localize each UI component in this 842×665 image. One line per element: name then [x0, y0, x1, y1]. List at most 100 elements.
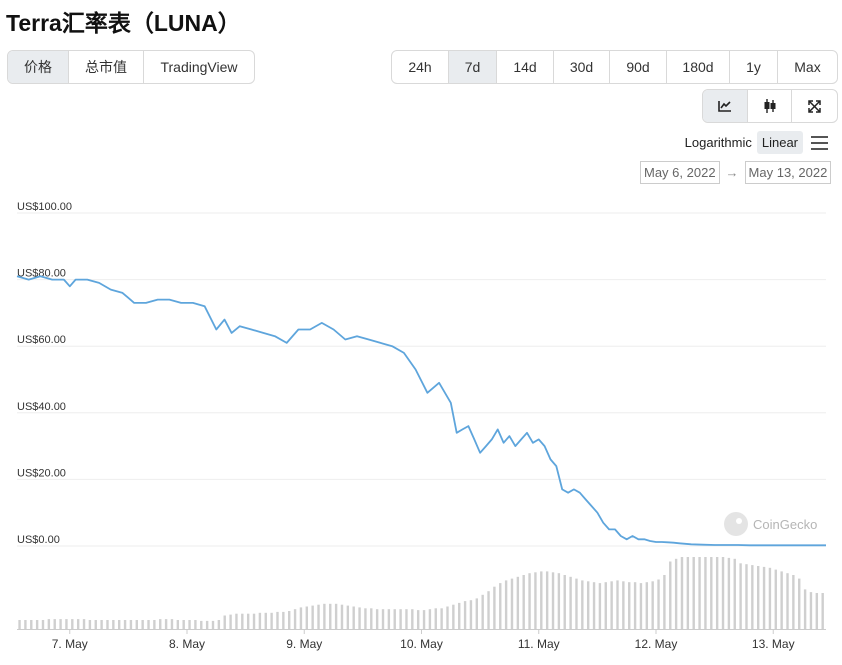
- volume-bar: [200, 620, 203, 629]
- y-tick-label: US$80.00: [17, 268, 66, 280]
- volume-bar: [592, 582, 596, 629]
- range-7d-button[interactable]: 7d: [449, 51, 497, 83]
- logarithmic-scale-option[interactable]: Logarithmic: [684, 135, 752, 150]
- scale-switcher: Logarithmic Linear: [680, 131, 828, 154]
- volume-bar: [141, 620, 144, 629]
- volume-bar: [739, 563, 742, 629]
- volume-bar: [358, 607, 361, 629]
- volume-bar: [733, 558, 736, 629]
- coingecko-logo-icon: [724, 512, 748, 536]
- volume-bar: [264, 612, 267, 629]
- volume-bar: [129, 620, 133, 629]
- volume-bar: [252, 613, 256, 629]
- volume-bar: [639, 583, 643, 629]
- volume-bar: [334, 603, 338, 629]
- volume-bar: [657, 579, 660, 629]
- range-14d-button[interactable]: 14d: [497, 51, 554, 83]
- volume-bar: [217, 620, 221, 629]
- line-chart-icon: [718, 101, 731, 112]
- volume-bar: [598, 583, 602, 629]
- volume-bar: [346, 605, 350, 629]
- x-tick-label: 12. May: [635, 637, 678, 651]
- range-180d-button[interactable]: 180d: [667, 51, 730, 83]
- x-tick-label: 13. May: [752, 637, 795, 651]
- y-tick-label: US$60.00: [17, 334, 66, 346]
- volume-bar: [170, 619, 174, 629]
- volume-bar: [469, 600, 473, 629]
- volume-bar: [41, 620, 45, 629]
- x-tick-label: 8. May: [169, 637, 205, 651]
- volume-bar: [686, 557, 690, 629]
- volume-bar: [405, 609, 408, 629]
- volume-bar: [715, 557, 719, 629]
- tab-tradingview[interactable]: TradingView: [160, 59, 238, 75]
- x-tick-label: 9. May: [286, 637, 322, 651]
- candlestick-button[interactable]: [748, 90, 792, 122]
- volume-bar: [651, 581, 654, 629]
- volume-bar: [123, 620, 127, 629]
- x-tick-label: 7. May: [52, 637, 88, 651]
- volume-bar: [159, 619, 162, 629]
- expand-button[interactable]: [792, 90, 837, 122]
- volume-bar: [727, 557, 731, 629]
- volume-bar: [30, 620, 33, 629]
- volume-bar: [586, 581, 590, 629]
- range-90d-button[interactable]: 90d: [610, 51, 667, 83]
- line-chart-button[interactable]: [703, 90, 748, 122]
- volume-bar: [370, 608, 373, 629]
- volume-bar: [669, 561, 672, 629]
- watermark-text: CoinGecko: [753, 517, 817, 532]
- volume-bar: [452, 604, 455, 629]
- view-tabs: [702, 89, 838, 123]
- volume-bar: [194, 620, 197, 629]
- volume-bar: [557, 573, 561, 629]
- coingecko-logo-eye: [736, 518, 742, 524]
- volume-bar: [540, 571, 543, 629]
- range-24h-button[interactable]: 24h: [392, 51, 449, 83]
- volume-bar: [756, 566, 760, 629]
- date-to-input[interactable]: May 13, 2022: [744, 161, 832, 184]
- volume-bar: [633, 582, 637, 629]
- volume-bar: [510, 578, 514, 629]
- arrow-right-icon: →: [725, 165, 739, 180]
- volume-bar: [504, 580, 508, 629]
- volume-bar: [551, 572, 555, 629]
- price-chart[interactable]: US$0.00 US$20.00 US$40.00 US$60.00 US$80.00 U…: [0, 195, 842, 665]
- range-max-button[interactable]: Max: [794, 59, 821, 75]
- tab-market-cap[interactable]: 总市值: [69, 51, 144, 83]
- volume-bar: [499, 583, 502, 629]
- hamburger-menu-icon[interactable]: [811, 135, 828, 150]
- volume-bar: [581, 580, 584, 629]
- volume-bar: [663, 575, 666, 629]
- volume-bar: [176, 620, 180, 629]
- candlestick-icon: [764, 99, 775, 113]
- range-30d-button[interactable]: 30d: [554, 51, 610, 83]
- volume-bar: [235, 613, 238, 629]
- volume-bar: [323, 603, 326, 629]
- volume-bar: [545, 571, 549, 629]
- volume-bar: [645, 582, 649, 629]
- date-from-input[interactable]: May 6, 2022: [640, 161, 720, 184]
- volume-bar: [710, 557, 713, 629]
- volume-bar: [803, 589, 807, 629]
- volume-bar: [352, 606, 355, 629]
- volume-bar: [188, 620, 191, 629]
- tab-price[interactable]: 价格: [8, 51, 69, 83]
- volume-bar: [487, 591, 490, 629]
- volume-bar: [440, 608, 443, 629]
- volume-bar: [575, 578, 578, 629]
- volume-bar: [246, 613, 250, 629]
- y-tick-label: US$100.00: [17, 201, 72, 213]
- volume-bar: [780, 571, 783, 629]
- range-1y-button[interactable]: 1y: [730, 51, 778, 83]
- volume-bar: [798, 578, 801, 629]
- volume-bar: [692, 557, 695, 629]
- linear-scale-option[interactable]: Linear: [756, 131, 803, 154]
- volume-bar: [293, 609, 297, 629]
- volume-bar: [258, 612, 262, 629]
- volume-bar: [53, 619, 56, 629]
- volume-bar: [387, 609, 391, 629]
- volume-bar: [299, 607, 303, 629]
- volume-bar: [821, 593, 824, 629]
- volume-bar: [458, 602, 461, 629]
